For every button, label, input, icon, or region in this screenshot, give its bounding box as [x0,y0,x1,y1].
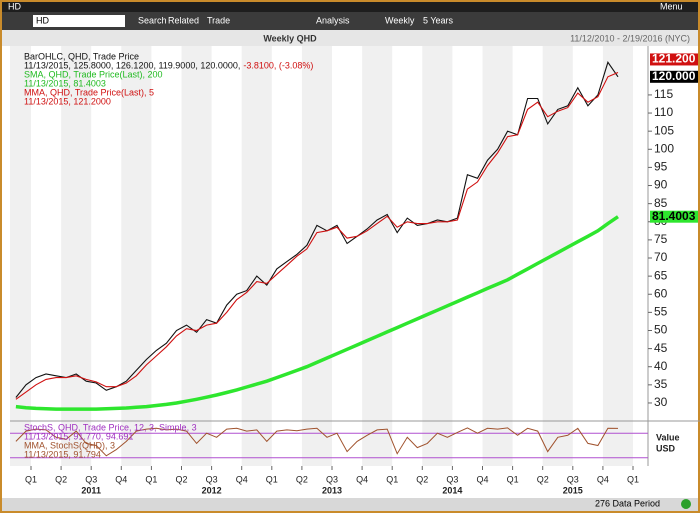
x-tick-label: Q3 [446,474,458,484]
y-tick-label: 55 [654,305,668,319]
legend-value: 11/13/2015, 121.2000 [24,96,111,106]
price-line [15,215,619,411]
date-range: 11/12/2010 - 2/19/2016 (NYC) [570,33,690,43]
x-tick-label: Q2 [416,474,428,484]
y-tick-label: 40 [654,359,668,373]
x-tick-label: Q1 [627,474,639,484]
toolbar-item[interactable]: 5 Years [423,15,454,25]
stoch-line [15,427,619,457]
legend-name: MMA, QHD, Trade Price(Last), 5 [24,87,154,97]
x-tick-label: Q4 [597,474,609,484]
y-tick-label: 45 [654,341,668,355]
toolbar-item[interactable]: Search [138,15,167,25]
y-tick-label: 105 [654,123,674,137]
toolbar-item[interactable]: Trade [207,15,230,25]
legend-name: SMA, QHD, Trade Price(Last), 200 [24,69,163,79]
year-label: 2015 [563,485,583,495]
y-tick-label: 95 [654,160,668,174]
title-bar [2,2,698,12]
x-tick-label: Q1 [386,474,398,484]
quarter-shade [422,46,453,466]
y-tick-label: 60 [654,286,668,300]
menu[interactable]: Menu [660,1,683,11]
stoch-axis-label: USD [656,443,676,453]
x-tick-label: Q4 [115,474,127,484]
price-line [15,71,619,400]
x-tick-label: Q1 [145,474,157,484]
year-label: 2011 [81,485,101,495]
quarter-shade [362,46,393,466]
y-tick-label: 50 [654,323,668,337]
chart-title: Weekly QHD [263,33,317,43]
price-marker [650,210,698,223]
x-tick-label: Q1 [25,474,37,484]
x-tick-label: Q3 [85,474,97,484]
data-period: 276 Data Period [595,498,660,508]
legend-change: -3.8100, (-3.08%) [243,60,313,70]
x-tick-label: Q1 [507,474,519,484]
legend-value: 11/13/2015, 125.8000, 126.1200, 119.9000… [24,60,240,70]
chart-area [2,46,698,498]
price-marker-label: 120.000 [652,69,696,83]
x-tick-label: Q4 [236,474,248,484]
y-tick-label: 70 [654,250,668,264]
year-label: 2014 [442,485,462,495]
toolbar [2,12,698,30]
y-tick-label: 75 [654,232,668,246]
quarter-shade [61,46,92,466]
toolbar-item[interactable]: Related [168,15,199,25]
symbol-input-text: HD [36,15,49,25]
year-label: 2013 [322,485,342,495]
x-tick-label: Q3 [326,474,338,484]
price-marker-label: 121.200 [652,52,696,66]
x-tick-label: Q4 [356,474,368,484]
y-tick-label: 30 [654,395,668,409]
y-tick-label: 115 [654,87,673,101]
x-tick-label: Q4 [476,474,488,484]
toolbar-item[interactable]: Weekly [385,15,415,25]
x-tick-label: Q3 [567,474,579,484]
x-tick-label: Q2 [537,474,549,484]
year-label: 2012 [202,485,222,495]
y-tick-label: 65 [654,268,668,282]
stoch-axis-label: Value [656,432,680,442]
y-tick-label: 110 [654,105,673,119]
y-tick-label: 100 [654,141,674,155]
quarter-shade [602,46,633,466]
status-bar [2,498,698,511]
quarter-shade [241,46,272,466]
y-tick-label: 90 [654,178,668,192]
price-marker-label: 81.4003 [652,209,696,223]
quarter-shade [482,46,513,466]
quarter-shade [301,46,332,466]
x-tick-label: Q1 [266,474,278,484]
y-tick-label: 35 [654,377,668,391]
x-tick-label: Q2 [175,474,187,484]
price-marker [650,53,698,66]
status-indicator [681,499,691,509]
x-tick-label: Q2 [55,474,67,484]
stoch-name: StochS, QHD, Trade Price, 12, 3, Simple,… [24,422,197,432]
window-symbol: HD [8,1,21,11]
quarter-shade [121,46,152,466]
price-marker [650,70,698,83]
stoch-value: 11/13/2015, 91.770, 94.691 [24,431,133,441]
legend-name: BarOHLC, QHD, Trade Price [24,51,139,61]
legend-value: 11/13/2015, 81.4003 [24,78,106,88]
stoch-ma-value: 11/13/2015, 91.794 [24,449,101,459]
toolbar-item[interactable]: Analysis [316,15,350,25]
x-tick-label: Q2 [296,474,308,484]
chart-header [2,30,698,46]
stoch-ma-name: MMA, StochS(QHD), 3 [24,440,115,450]
symbol-input[interactable] [33,15,125,27]
quarter-shade [10,46,31,466]
y-tick-label: 85 [654,196,668,210]
x-tick-label: Q3 [206,474,218,484]
